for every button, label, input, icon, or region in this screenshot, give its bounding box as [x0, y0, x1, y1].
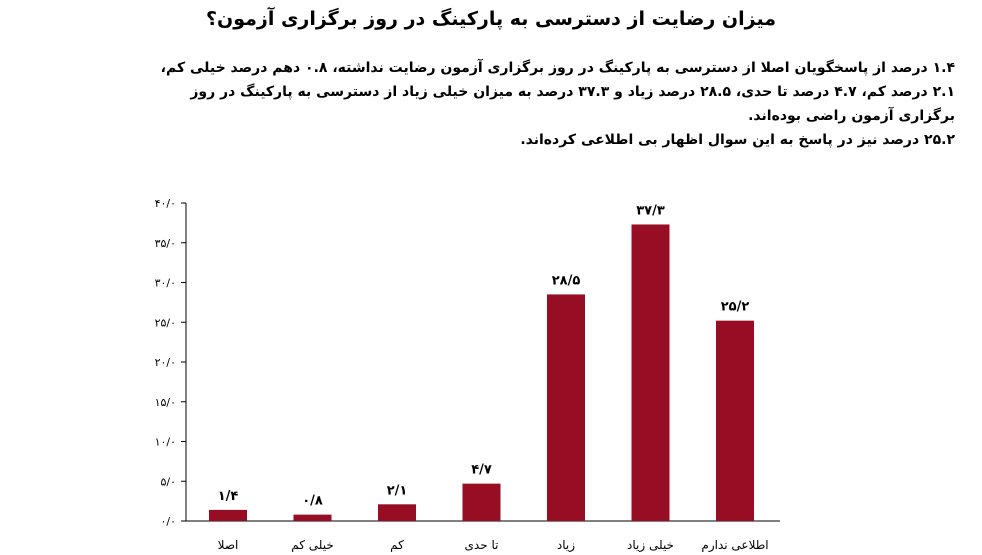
chart-title: میزان رضایت از دسترسی به پارکینگ در روز … — [206, 8, 776, 30]
y-tick-label: ۳۵/۰ — [155, 237, 176, 250]
y-tick-label: ۲۵/۰ — [155, 316, 176, 329]
bar-value-label: ۰/۸ — [302, 494, 323, 509]
y-tick-label: ۴۰/۰ — [155, 197, 176, 210]
bar-value-label: ۲/۱ — [387, 483, 408, 498]
bar — [631, 224, 670, 521]
y-tick-label: ۱۵/۰ — [155, 396, 176, 409]
category-label: کم — [390, 538, 404, 552]
bar-value-label: ۲۸/۵ — [552, 273, 581, 288]
category-label: اصلا — [218, 538, 239, 552]
bar-value-label: ۲۵/۲ — [721, 300, 750, 315]
bar-value-label: ۳۷/۳ — [636, 203, 665, 218]
bar-value-label: ۱/۴ — [218, 489, 239, 504]
bar-value-label: ۴/۷ — [471, 463, 492, 478]
y-tick-label: ۱۰/۰ — [155, 436, 176, 449]
description-paragraph-1: ۱.۴ درصد از پاسخگویان اصلا از دسترسی به … — [160, 60, 955, 124]
category-label: اطلاعی ندارم — [701, 538, 768, 553]
description-paragraph-2: ۲۵.۲ درصد نیز در پاسخ به این سوال اظهار … — [520, 132, 955, 148]
y-tick-label: ۲۰/۰ — [155, 356, 176, 369]
bar — [209, 509, 247, 521]
bar — [547, 294, 585, 521]
category-label: خیلی کم — [291, 538, 334, 552]
category-label: خیلی زیاد — [627, 538, 674, 553]
y-tick-label: ۵/۰ — [160, 475, 176, 488]
bar — [293, 514, 332, 521]
category-label: تا حدی — [465, 538, 499, 552]
chart-description: ۱.۴ درصد از پاسخگویان اصلا از دسترسی به … — [150, 56, 955, 152]
bar — [462, 483, 501, 521]
bar — [716, 320, 754, 521]
y-tick-label: ۰/۰ — [160, 515, 176, 528]
bar — [378, 504, 416, 521]
y-tick-label: ۳۰/۰ — [155, 277, 176, 290]
category-label: زیاد — [557, 538, 575, 553]
